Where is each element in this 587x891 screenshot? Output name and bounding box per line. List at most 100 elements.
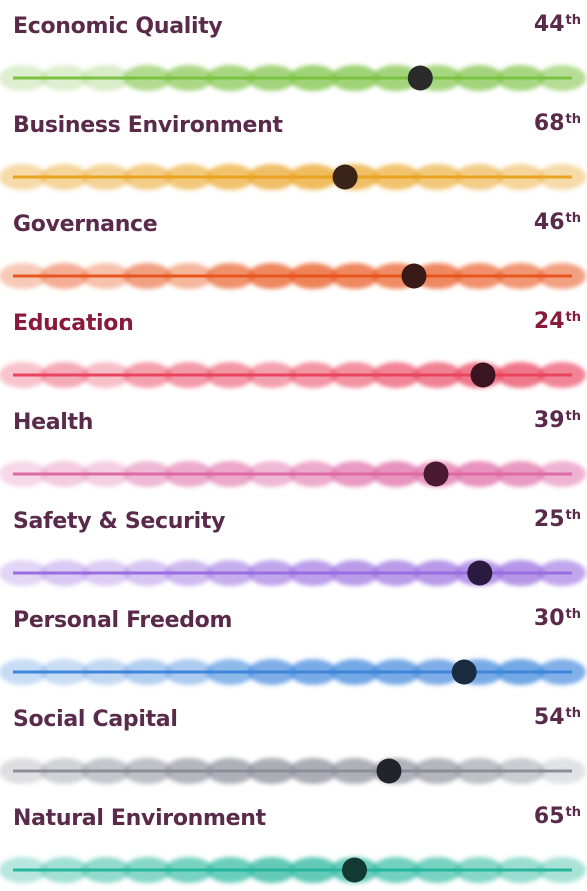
- pillar-name: Governance: [13, 212, 158, 237]
- cloud-blob: [123, 659, 172, 685]
- cloud-blob: [413, 857, 462, 883]
- pillar-row: Social Capital 54th: [0, 693, 587, 792]
- rank-suffix: th: [565, 13, 581, 28]
- rank-suffix: th: [565, 310, 581, 325]
- rank-number: 25: [533, 507, 565, 532]
- distribution-strip: [0, 461, 586, 487]
- cloud-blob: [0, 65, 47, 91]
- cloud-blob: [164, 659, 213, 685]
- cloud-blob: [40, 65, 89, 91]
- rank-suffix: th: [565, 112, 581, 127]
- cloud-blob: [538, 263, 586, 289]
- distribution-cloud: [0, 758, 586, 784]
- cloud-blob: [81, 263, 130, 289]
- rank-marker-dot: [407, 65, 433, 91]
- cloud-blob: [496, 263, 545, 289]
- cloud-blob: [330, 362, 379, 388]
- cloud-blob: [40, 362, 89, 388]
- cloud-blob: [289, 65, 338, 91]
- cloud-blob: [372, 857, 421, 883]
- cloud-blob: [206, 560, 255, 586]
- cloud-blob: [164, 857, 213, 883]
- cloud-blob: [247, 857, 296, 883]
- cloud-blob: [206, 65, 255, 91]
- pillar-row: Health 39th: [0, 396, 587, 495]
- pillar-name: Health: [13, 410, 94, 435]
- cloud-blob: [496, 758, 545, 784]
- pillar-name: Safety & Security: [13, 509, 226, 534]
- distribution-cloud: [0, 263, 586, 289]
- cloud-blob: [247, 263, 296, 289]
- distribution-cloud: [0, 857, 586, 883]
- cloud-blob: [496, 362, 545, 388]
- cloud-blob: [538, 857, 586, 883]
- cloud-blob: [538, 164, 586, 190]
- distribution-strip: [0, 758, 586, 784]
- rank-suffix: th: [565, 211, 581, 226]
- cloud-blob: [455, 164, 504, 190]
- cloud-blob: [123, 65, 172, 91]
- cloud-blob: [81, 857, 130, 883]
- cloud-blob: [372, 164, 421, 190]
- cloud-blob: [247, 659, 296, 685]
- cloud-blob: [538, 65, 586, 91]
- distribution-strip: [0, 659, 586, 685]
- cloud-blob: [0, 461, 47, 487]
- cloud-blob: [81, 758, 130, 784]
- distribution-cloud: [0, 164, 586, 190]
- cloud-blob: [0, 362, 47, 388]
- cloud-blob: [289, 362, 338, 388]
- cloud-blob: [0, 857, 47, 883]
- cloud-blob: [538, 560, 586, 586]
- cloud-blob: [413, 659, 462, 685]
- cloud-blob: [247, 362, 296, 388]
- cloud-blob: [206, 263, 255, 289]
- pillar-rank: 24th: [534, 309, 581, 334]
- pillar-row: Education 24th: [0, 297, 587, 396]
- cloud-blob: [289, 263, 338, 289]
- cloud-blob: [372, 65, 421, 91]
- cloud-blob: [289, 857, 338, 883]
- cloud-blob: [413, 758, 462, 784]
- rank-suffix: th: [565, 409, 581, 424]
- cloud-blob: [123, 263, 172, 289]
- cloud-blob: [413, 362, 462, 388]
- rank-marker-dot: [401, 263, 427, 289]
- cloud-blob: [206, 362, 255, 388]
- distribution-cloud: [0, 362, 586, 388]
- pillar-rank: 39th: [534, 408, 581, 433]
- cloud-blob: [0, 164, 47, 190]
- rank-suffix: th: [565, 508, 581, 523]
- cloud-blob: [164, 65, 213, 91]
- rank-number: 46: [533, 210, 565, 235]
- cloud-blob: [496, 461, 545, 487]
- cloud-blob: [40, 857, 89, 883]
- rank-number: 44: [533, 12, 565, 37]
- rank-number: 24: [533, 309, 565, 334]
- cloud-blob: [496, 65, 545, 91]
- cloud-blob: [164, 362, 213, 388]
- cloud-blob: [289, 164, 338, 190]
- cloud-blob: [413, 164, 462, 190]
- pillar-name: Business Environment: [13, 113, 283, 138]
- distribution-cloud: [0, 560, 586, 586]
- cloud-blob: [40, 560, 89, 586]
- pillar-row: Personal Freedom 30th: [0, 594, 587, 693]
- cloud-blob: [538, 362, 586, 388]
- cloud-blob: [40, 164, 89, 190]
- pillar-name: Social Capital: [13, 707, 178, 732]
- cloud-blob: [330, 263, 379, 289]
- cloud-blob: [496, 857, 545, 883]
- cloud-blob: [0, 758, 47, 784]
- distribution-strip: [0, 164, 586, 190]
- cloud-blob: [455, 65, 504, 91]
- cloud-blob: [81, 362, 130, 388]
- pillar-name: Personal Freedom: [13, 608, 233, 633]
- rank-marker-dot: [423, 461, 449, 487]
- rank-number: 68: [533, 111, 565, 136]
- rank-number: 39: [533, 408, 565, 433]
- cloud-blob: [206, 857, 255, 883]
- cloud-blob: [413, 263, 462, 289]
- cloud-blob: [289, 560, 338, 586]
- cloud-blob: [206, 659, 255, 685]
